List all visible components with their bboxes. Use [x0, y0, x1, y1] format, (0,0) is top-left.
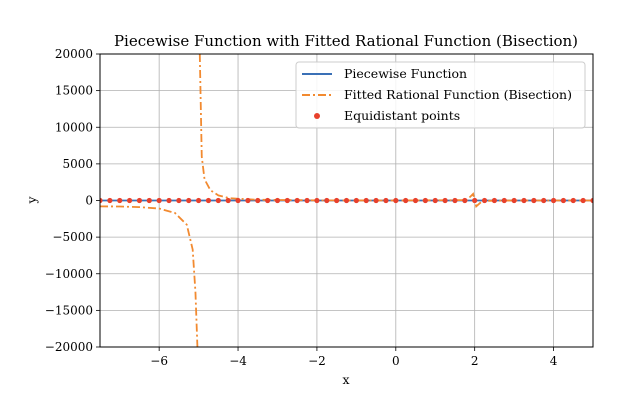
chart-title: Piecewise Function with Fitted Rational …	[114, 32, 578, 50]
series-point-equidistant	[501, 197, 507, 204]
series-point-equidistant	[531, 197, 537, 204]
series-point-equidistant	[383, 197, 389, 204]
series-point-equidistant	[521, 197, 527, 204]
legend-label-piecewise: Piecewise Function	[344, 66, 467, 81]
series-point-equidistant	[442, 197, 448, 204]
series-point-equidistant	[432, 197, 438, 204]
series-point-equidistant	[541, 197, 547, 204]
y-tick-label: 10000	[55, 120, 93, 134]
series-point-equidistant	[245, 197, 251, 204]
series-point-equidistant	[452, 197, 458, 204]
series-point-equidistant	[265, 197, 271, 204]
series-point-equidistant	[373, 197, 379, 204]
series-line-rational	[198, 54, 593, 208]
legend-label-rational: Fitted Rational Function (Bisection)	[344, 87, 572, 102]
x-tick-label: 0	[392, 354, 400, 368]
legend-box	[295, 61, 586, 129]
series-point-equidistant	[472, 197, 478, 204]
series-point-equidistant	[363, 197, 369, 204]
series-point-equidistant	[334, 197, 340, 204]
series-point-equidistant	[590, 197, 593, 204]
y-tick-label: 0	[85, 194, 93, 208]
y-tick-label: −20000	[45, 340, 93, 354]
series-point-equidistant	[126, 197, 133, 204]
series-point-equidistant	[481, 197, 488, 204]
x-tick-label: −2	[308, 354, 326, 368]
series-point-equidistant	[117, 197, 123, 204]
series-point-equidistant	[314, 197, 320, 204]
series-point-equidistant	[550, 197, 557, 204]
series-point-equidistant	[186, 197, 192, 204]
series-point-equidistant	[491, 197, 497, 204]
x-axis-label: x	[342, 372, 349, 387]
x-tick-label: −4	[229, 354, 247, 368]
series-point-equidistant	[205, 197, 212, 204]
series-point-equidistant	[294, 197, 300, 204]
series-point-equidistant	[100, 197, 103, 204]
series-point-equidistant	[570, 197, 576, 204]
series-point-equidistant	[255, 197, 261, 204]
series-point-equidistant	[343, 197, 350, 204]
series-point-equidistant	[196, 197, 202, 204]
series-point-equidistant	[235, 197, 241, 204]
series-point-equidistant	[324, 197, 330, 204]
series-point-equidistant	[225, 197, 231, 204]
series-point-equidistant	[560, 197, 567, 204]
x-tick-label: 2	[471, 354, 479, 368]
series-point-equidistant	[511, 197, 517, 204]
series-point-equidistant	[156, 197, 162, 204]
y-tick-label: 20000	[55, 47, 93, 61]
series-point-equidistant	[274, 197, 281, 204]
series-point-equidistant	[107, 197, 113, 204]
y-tick-label: 15000	[55, 84, 93, 98]
x-tick-label: −6	[150, 354, 168, 368]
series-point-equidistant	[403, 197, 409, 204]
series-point-equidistant	[304, 197, 310, 204]
y-tick-label: −10000	[45, 267, 93, 281]
legend-label-points: Equidistant points	[344, 108, 460, 123]
series-point-equidistant	[136, 197, 143, 204]
series-point-equidistant	[166, 197, 172, 204]
legend: Piecewise Function Fitted Rational Funct…	[295, 61, 586, 129]
y-axis-label: y	[24, 196, 39, 205]
legend-swatch-points	[314, 113, 320, 119]
series-point-equidistant	[462, 197, 468, 204]
series-point-equidistant	[353, 197, 359, 204]
series-point-equidistant	[284, 197, 290, 204]
series-point-equidistant	[176, 197, 182, 204]
y-tick-label: −15000	[45, 303, 93, 317]
tick-layer: −6 −4 −2 0 2 4 −20000 −15000 −10000 −5000 0 5000 100…	[45, 47, 558, 368]
series-point-equidistant	[146, 197, 152, 204]
series-point-equidistant	[412, 197, 419, 204]
y-tick-label: 5000	[62, 157, 93, 171]
x-tick-label: 4	[550, 354, 558, 368]
series-point-equidistant	[215, 197, 221, 204]
y-tick-label: −5000	[52, 230, 93, 244]
series-point-equidistant	[393, 197, 399, 204]
series-layer	[100, 54, 593, 347]
series-line-rational	[100, 205, 199, 347]
series-point-equidistant	[580, 197, 586, 204]
series-point-equidistant	[422, 197, 428, 204]
